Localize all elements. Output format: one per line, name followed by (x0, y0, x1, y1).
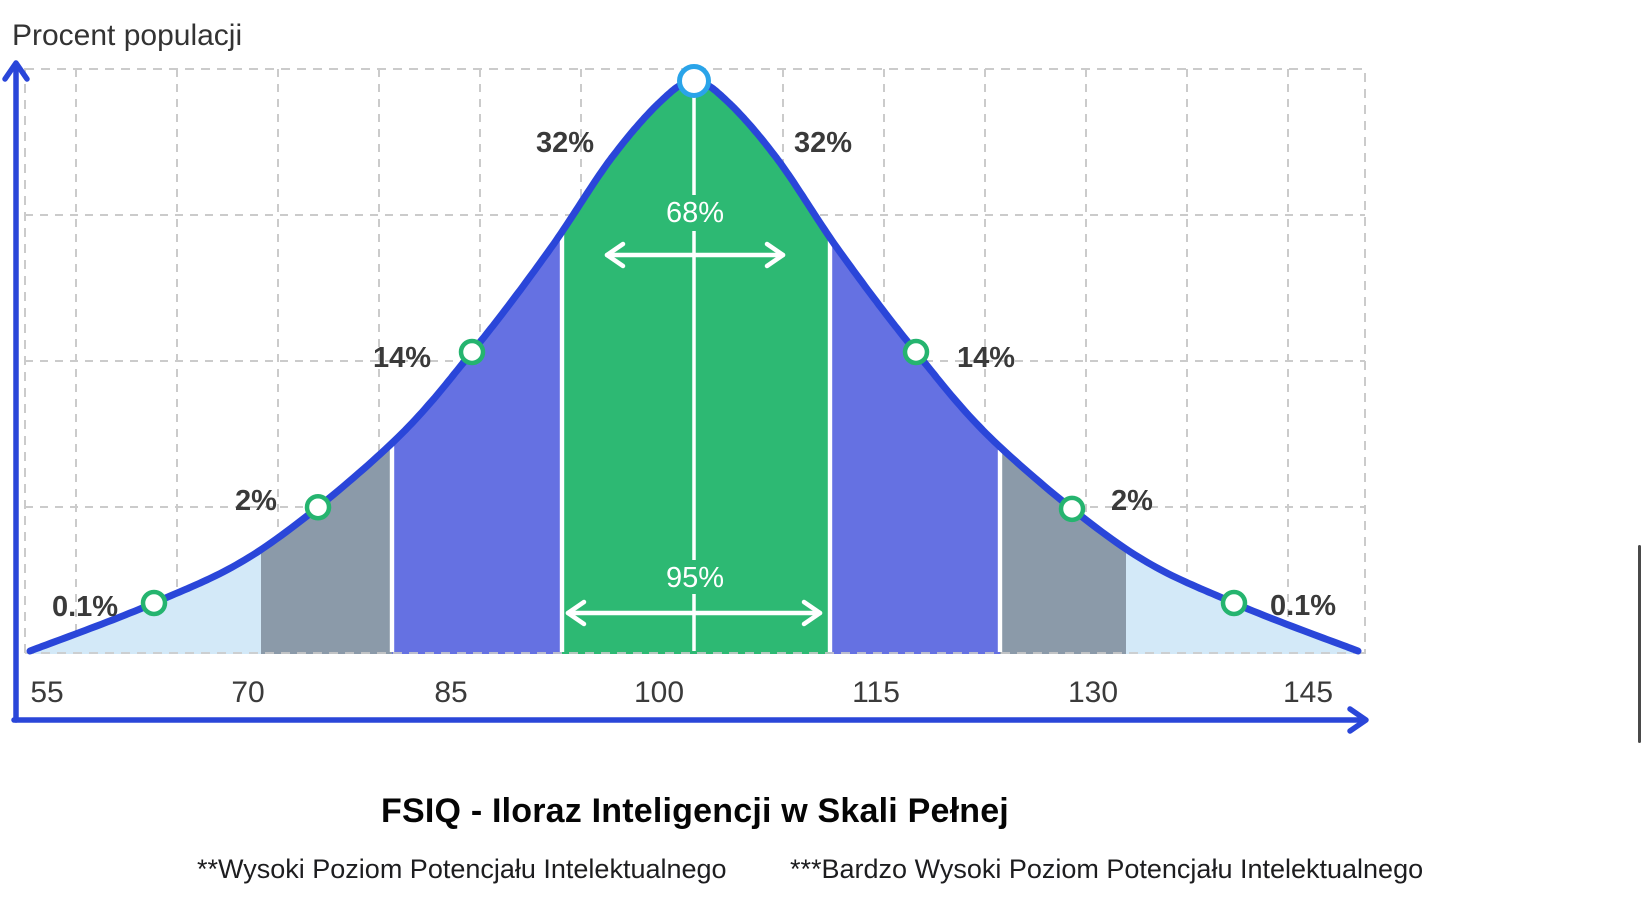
region-fill-green-3 (562, 81, 830, 654)
percent-label-peak-right: 32% (794, 127, 852, 159)
x-tick-label-85: 85 (434, 676, 467, 709)
percent-label-left: 2% (235, 485, 277, 517)
percent-label-far-left: 0.1% (52, 591, 118, 623)
region-fill-gray-5 (1000, 446, 1126, 654)
right-edge-scrollbar[interactable] (1638, 545, 1641, 743)
x-tick-label-130: 130 (1068, 676, 1118, 709)
sd-marker-icon-2 (458, 338, 486, 366)
x-tick-label-115: 115 (852, 676, 900, 709)
y-axis-title: Procent populacji (12, 19, 242, 52)
x-tick-label-145: 145 (1283, 676, 1333, 709)
chart-title: FSIQ - Iloraz Inteligencji w Skali Pełne… (381, 792, 1009, 830)
percent-label-far-right: 0.1% (1270, 590, 1336, 622)
sd-marker-icon-5 (1220, 589, 1248, 617)
y-axis-arrowhead-icon (2, 60, 30, 82)
region-fill-gray-1 (261, 443, 392, 654)
percent-label-right: 2% (1111, 485, 1153, 517)
percent-label-mid-right: 14% (957, 342, 1015, 374)
sd-marker-icon-1 (304, 493, 332, 521)
x-tick-label-100: 100 (634, 676, 684, 709)
sd-marker-icon-4 (1058, 495, 1086, 523)
interval-label-inner: 68% (666, 197, 724, 229)
region-separator-3 (997, 449, 1003, 652)
bell-curve-chart: 0.1% 2% 14% 32% 32% 14% 2% 0.1% 68% 95% 55 70 85 100 1… (2, 19, 1369, 734)
region-separator-1 (559, 234, 565, 653)
region-fill-blue-4 (830, 237, 1000, 654)
sd-marker-icon-3 (902, 338, 930, 366)
region-separator-2 (827, 240, 833, 653)
region-fill-light_blue-6 (1126, 549, 1356, 654)
interval-arrow-95-right-head-icon (801, 599, 823, 627)
region-fill-light_blue-0 (30, 549, 261, 654)
interval-arrow-68-left-head-icon (604, 241, 626, 269)
interval-arrow-95-left-head-icon (565, 599, 587, 627)
region-separator-0 (389, 446, 395, 652)
percent-label-peak-left: 32% (536, 127, 594, 159)
peak-marker-icon (677, 64, 711, 98)
region-fill-blue-2 (392, 231, 562, 655)
x-axis-arrowhead-icon (1347, 706, 1369, 734)
sd-marker-icon-0 (140, 589, 168, 617)
interval-arrow-68-right-head-icon (764, 241, 786, 269)
percent-label-mid-left: 14% (373, 342, 431, 374)
x-tick-label-70: 70 (231, 676, 264, 709)
interval-label-outer: 95% (666, 562, 724, 594)
footnote-high-potential: **Wysoki Poziom Potencjału Intelektualne… (197, 854, 727, 884)
footnote-very-high-potential: ***Bardzo Wysoki Poziom Potencjału Intel… (790, 854, 1424, 884)
x-tick-label-55: 55 (30, 676, 63, 709)
